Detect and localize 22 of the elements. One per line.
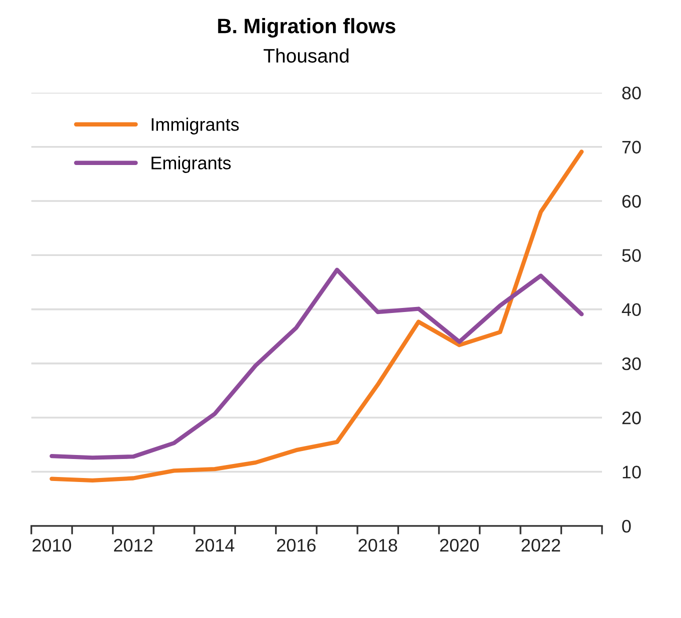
- y-tick-label: 30: [622, 357, 641, 370]
- x-tick-label: 2012: [114, 538, 152, 552]
- x-tick-label: 2018: [358, 538, 398, 552]
- y-tick-label: 60: [622, 194, 641, 208]
- y-tick-label: 70: [622, 140, 641, 154]
- chart-title: B. Migration flows: [218, 18, 396, 38]
- line-series: [50, 150, 584, 483]
- y-tick-label: 0: [622, 520, 631, 533]
- y-tick-label: 50: [622, 249, 641, 262]
- x-tick-label: 2014: [196, 538, 234, 552]
- legend-label: Emigrants: [152, 156, 231, 173]
- chart-subtitle: Thousand: [264, 48, 348, 63]
- y-tick-label: 40: [622, 303, 641, 316]
- x-tick-label: 2020: [440, 538, 479, 552]
- y-tick-label: 10: [622, 466, 641, 478]
- y-tick-label: 20: [622, 412, 641, 424]
- x-tick-label: 2022: [522, 538, 560, 552]
- x-tick-label: 2016: [277, 538, 316, 552]
- x-tick-label: 2010: [32, 538, 72, 552]
- line-series: [50, 268, 584, 460]
- y-tick-label: 80: [622, 86, 641, 100]
- legend-label: Immigrants: [152, 118, 239, 134]
